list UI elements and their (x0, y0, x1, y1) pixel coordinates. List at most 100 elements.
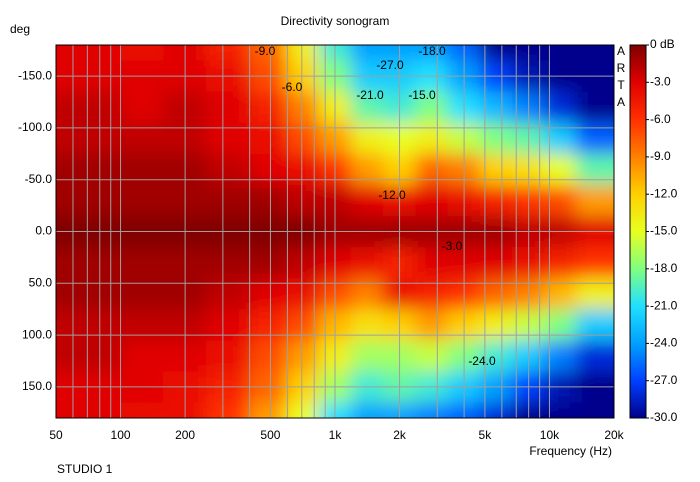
y-tick-label: -150.0 (18, 68, 52, 82)
x-axis-label: Frequency (Hz) (529, 444, 612, 458)
heat-cell (415, 45, 449, 62)
heat-cell (350, 247, 384, 279)
colorbar-label: -9.0 (650, 149, 671, 163)
heat-cell (350, 45, 384, 62)
heat-cell (512, 184, 544, 217)
heat-cell (248, 309, 287, 341)
heat-cell (575, 45, 614, 62)
heat-cell (120, 91, 164, 124)
heat-cell (56, 91, 79, 124)
heat-cell (286, 247, 319, 279)
heat-cell (350, 91, 384, 124)
heat-cell (575, 91, 614, 124)
heat-cell (56, 340, 79, 372)
contour-label: -3.0 (442, 239, 463, 253)
footer: STUDIO 1 (57, 462, 113, 476)
y-axis-label: deg (10, 22, 30, 36)
x-tick-label: 5k (479, 428, 493, 442)
colorbar-label: -27.0 (650, 373, 678, 387)
heat-cell (286, 45, 319, 62)
heat-cell (120, 340, 164, 372)
colorbar-label: -24.0 (650, 336, 678, 350)
contour-label: -9.0 (255, 44, 276, 58)
heat-cell (120, 153, 164, 186)
heat-cell (206, 247, 250, 279)
colorbar-label: -30.0 (650, 410, 678, 424)
x-tick-label: 1k (329, 428, 343, 442)
x-tick-label: 2k (393, 428, 407, 442)
x-tick-label: 500 (260, 428, 280, 442)
heat-cell (575, 184, 614, 217)
heat-cell (206, 91, 250, 124)
heat-cell (206, 309, 250, 341)
heat-cell (56, 247, 79, 279)
heat-cell (415, 91, 449, 124)
colorbar-label: 0 dB (650, 37, 675, 51)
heat-cell (543, 153, 577, 186)
heat-cell (479, 45, 513, 62)
contour-label: -18.0 (418, 44, 446, 58)
heat-cell (56, 45, 79, 62)
heat-cell (543, 309, 577, 341)
heat-cell (543, 91, 577, 124)
heat-cell (286, 91, 319, 124)
colorbar-label: -15.0 (650, 224, 678, 238)
heat-cell (575, 340, 614, 372)
contour-label: -21.0 (356, 88, 384, 102)
contour-label: -24.0 (468, 354, 496, 368)
heat-cell (286, 402, 319, 418)
heat-cell (350, 340, 384, 372)
y-tick-label: 150.0 (22, 379, 52, 393)
heat-cell (543, 402, 577, 418)
heat-cell (206, 340, 250, 372)
contour-label: -6.0 (282, 80, 303, 94)
heat-cell (415, 153, 449, 186)
colorbar-label: -12.0 (650, 186, 678, 200)
heat-cell (415, 309, 449, 341)
heat-cell (206, 402, 250, 418)
heat-cell (248, 402, 287, 418)
plot-frame (55, 44, 615, 419)
x-tick-label: 10k (540, 428, 560, 442)
heat-cell (286, 184, 319, 217)
heat-cell (543, 45, 577, 62)
heat-cell (543, 340, 577, 372)
overlay: 50 100 200 500 1k 2k 5k 10k 20k -150.0 -100.0 -50.0… (18, 37, 678, 442)
heat-cell (415, 184, 449, 217)
y-tick-label: -100.0 (18, 120, 52, 134)
heat-cell (350, 309, 384, 341)
heat-cell (415, 340, 449, 372)
heat-cell (415, 402, 449, 418)
heat-cell (206, 184, 250, 217)
heat-cell (512, 247, 544, 279)
x-tick-label: 50 (49, 428, 63, 442)
heat-cell (512, 45, 544, 62)
contour-label: -12.0 (378, 188, 406, 202)
heat-cell (415, 247, 449, 279)
heat-cell (512, 402, 544, 418)
colorbar-label: -3.0 (650, 74, 671, 88)
x-tick-label: 100 (111, 428, 131, 442)
heat-cell (120, 184, 164, 217)
heat-cell (350, 402, 384, 418)
heat-cell (248, 45, 287, 62)
heat-cell (350, 153, 384, 186)
heat-cell (479, 402, 513, 418)
watermark: ARTA (614, 44, 628, 112)
heat-cell (248, 184, 287, 217)
heat-cell (575, 402, 614, 418)
heat-cell (56, 184, 79, 217)
contour-label: -15.0 (408, 88, 436, 102)
y-tick-label: 0.0 (35, 224, 52, 238)
colorbar-label: -18.0 (650, 261, 678, 275)
heat-cell (206, 153, 250, 186)
heat-cell (512, 340, 544, 372)
heat-cell (120, 309, 164, 341)
heat-cell (120, 402, 164, 418)
heat-cell (543, 247, 577, 279)
colorbar-label: -21.0 (650, 298, 678, 312)
contour-label: -27.0 (376, 58, 404, 72)
heat-cell (350, 184, 384, 217)
